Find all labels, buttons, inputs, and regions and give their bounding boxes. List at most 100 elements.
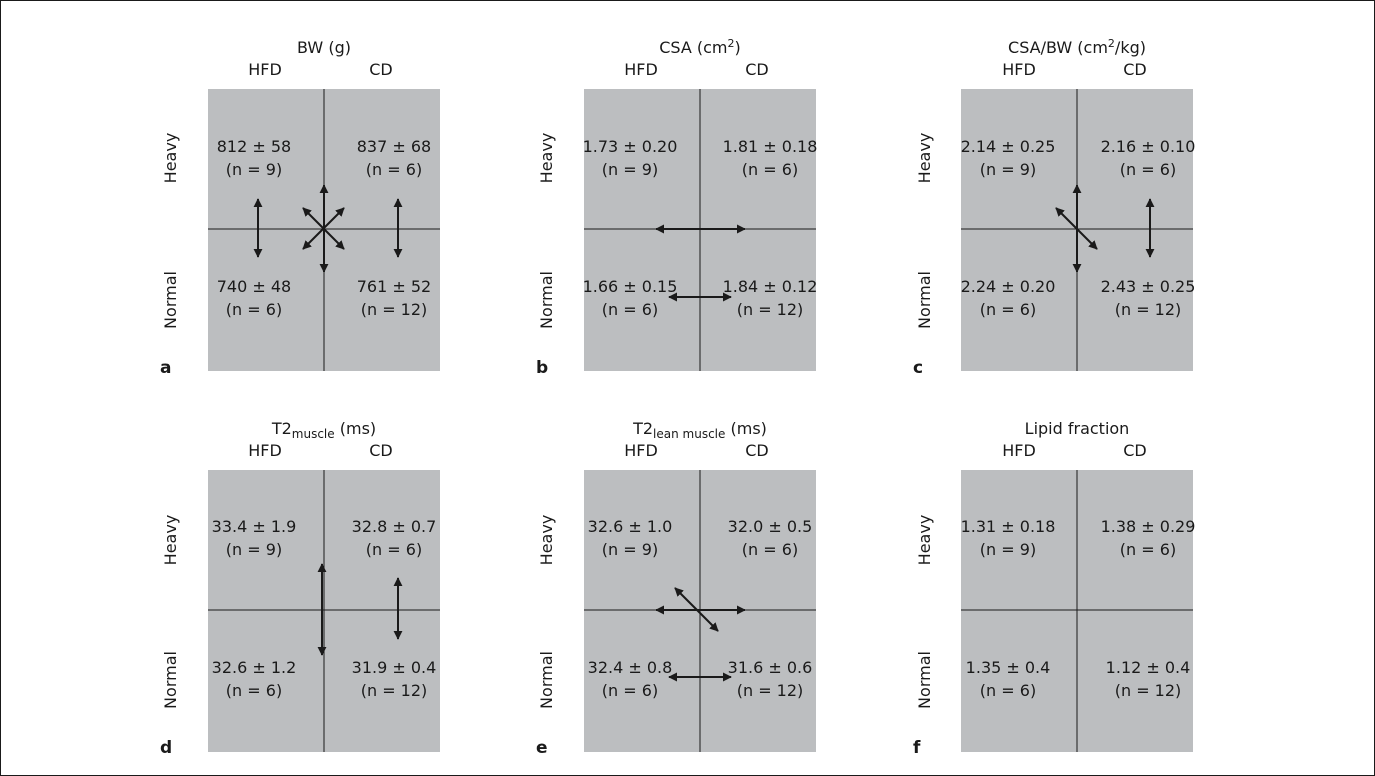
cell-value: 2.24 ± 0.20 [961,277,1056,296]
row-label-normal: Normal [915,271,934,329]
panel-c: CSA/BW (cm2/kg) HFD CD Heavy Normal 2.14… [913,37,1195,378]
cell-n: (n = 6) [1120,540,1176,559]
row-label-normal: Normal [161,271,180,329]
cell-heavy-cd [1077,470,1193,610]
col-label-hfd: HFD [624,441,658,460]
col-label-cd: CD [1123,60,1147,79]
cell-normal-hfd [208,610,324,752]
cell-n: (n = 12) [737,681,804,700]
col-label-cd: CD [369,441,393,460]
panel-title: CSA/BW (cm2/kg) [1008,37,1146,57]
panel-letter: f [913,738,921,758]
cell-n: (n = 9) [226,540,282,559]
cell-normal-hfd [208,229,324,371]
col-label-hfd: HFD [248,441,282,460]
col-label-cd: CD [369,60,393,79]
cell-value: 32.4 ± 0.8 [588,658,673,677]
cell-n: (n = 9) [980,160,1036,179]
comparison-arrow-diagonal [1055,207,1098,250]
cell-n: (n = 6) [980,681,1036,700]
panel-title: T2muscle (ms) [271,419,376,441]
row-label-normal: Normal [537,651,556,709]
cell-n: (n = 6) [742,160,798,179]
cell-n: (n = 6) [366,160,422,179]
row-label-heavy: Heavy [915,133,934,184]
cell-normal-cd [1077,229,1193,371]
cell-n: (n = 9) [980,540,1036,559]
cell-n: (n = 6) [366,540,422,559]
cell-n: (n = 9) [602,160,658,179]
col-label-cd: CD [1123,441,1147,460]
cell-n: (n = 6) [226,300,282,319]
cell-heavy-hfd [584,89,700,229]
cell-heavy-hfd [208,470,324,610]
cell-value: 1.81 ± 0.18 [723,137,818,156]
cell-value: 1.35 ± 0.4 [966,658,1051,677]
cell-value: 1.73 ± 0.20 [583,137,678,156]
col-label-hfd: HFD [624,60,658,79]
cell-n: (n = 9) [226,160,282,179]
cell-n: (n = 9) [602,540,658,559]
cell-heavy-hfd [584,470,700,610]
cell-n: (n = 6) [602,300,658,319]
cell-value: 32.8 ± 0.7 [352,517,437,536]
cell-value: 1.84 ± 0.12 [723,277,818,296]
comparison-arrow-diagonal [674,587,719,632]
col-label-cd: CD [745,441,769,460]
panel-letter: e [536,738,548,758]
cell-value: 1.66 ± 0.15 [583,277,678,296]
panel-a: BW (g) HFD CD Heavy Normal 812 ± 58 (n =… [160,38,440,378]
cell-heavy-hfd [208,89,324,229]
cell-heavy-cd [700,89,816,229]
cell-value: 31.6 ± 0.6 [728,658,813,677]
row-label-normal: Normal [537,271,556,329]
panel-e: T2lean muscle (ms) HFD CD Heavy Normal 3… [536,419,816,758]
row-label-normal: Normal [161,651,180,709]
col-label-hfd: HFD [1002,60,1036,79]
row-label-heavy: Heavy [915,515,934,566]
cell-value: 761 ± 52 [357,277,431,296]
cell-value: 812 ± 58 [217,137,291,156]
panel-letter: d [160,738,172,758]
cell-value: 32.6 ± 1.0 [588,517,673,536]
panel-title: Lipid fraction [1025,419,1130,438]
cell-n: (n = 6) [226,681,282,700]
cell-n: (n = 6) [742,540,798,559]
cell-normal-hfd [961,610,1077,752]
cell-heavy-cd [324,470,440,610]
cell-value: 33.4 ± 1.9 [212,517,297,536]
panel-f: Lipid fraction HFD CD Heavy Normal 1.31 … [913,419,1195,758]
col-label-hfd: HFD [1002,441,1036,460]
cell-normal-cd [324,610,440,752]
col-label-cd: CD [745,60,769,79]
cell-value: 740 ± 48 [217,277,291,296]
panel-b: CSA (cm2) HFD CD Heavy Normal 1.73 ± 0.2… [536,37,817,378]
cell-n: (n = 12) [1115,681,1182,700]
cell-heavy-cd [1077,89,1193,229]
panel-title: T2lean muscle (ms) [632,419,767,441]
cell-value: 2.14 ± 0.25 [961,137,1056,156]
cell-value: 32.0 ± 0.5 [728,517,813,536]
panel-letter: b [536,358,548,378]
panel-title: BW (g) [297,38,351,57]
cell-n: (n = 12) [737,300,804,319]
row-label-heavy: Heavy [537,515,556,566]
cell-value: 837 ± 68 [357,137,431,156]
cell-heavy-cd [700,470,816,610]
cell-n: (n = 12) [361,300,428,319]
cell-n: (n = 6) [602,681,658,700]
cell-value: 1.38 ± 0.29 [1101,517,1196,536]
comparison-arrow-diagonal-up [302,207,345,250]
row-label-normal: Normal [915,651,934,709]
panel-letter: c [913,358,923,378]
cell-n: (n = 6) [980,300,1036,319]
cell-value: 1.31 ± 0.18 [961,517,1056,536]
cell-heavy-hfd [961,89,1077,229]
cell-n: (n = 12) [361,681,428,700]
cell-normal-cd [324,229,440,371]
col-label-hfd: HFD [248,60,282,79]
cell-n: (n = 12) [1115,300,1182,319]
cell-heavy-cd [324,89,440,229]
cell-n: (n = 6) [1120,160,1176,179]
